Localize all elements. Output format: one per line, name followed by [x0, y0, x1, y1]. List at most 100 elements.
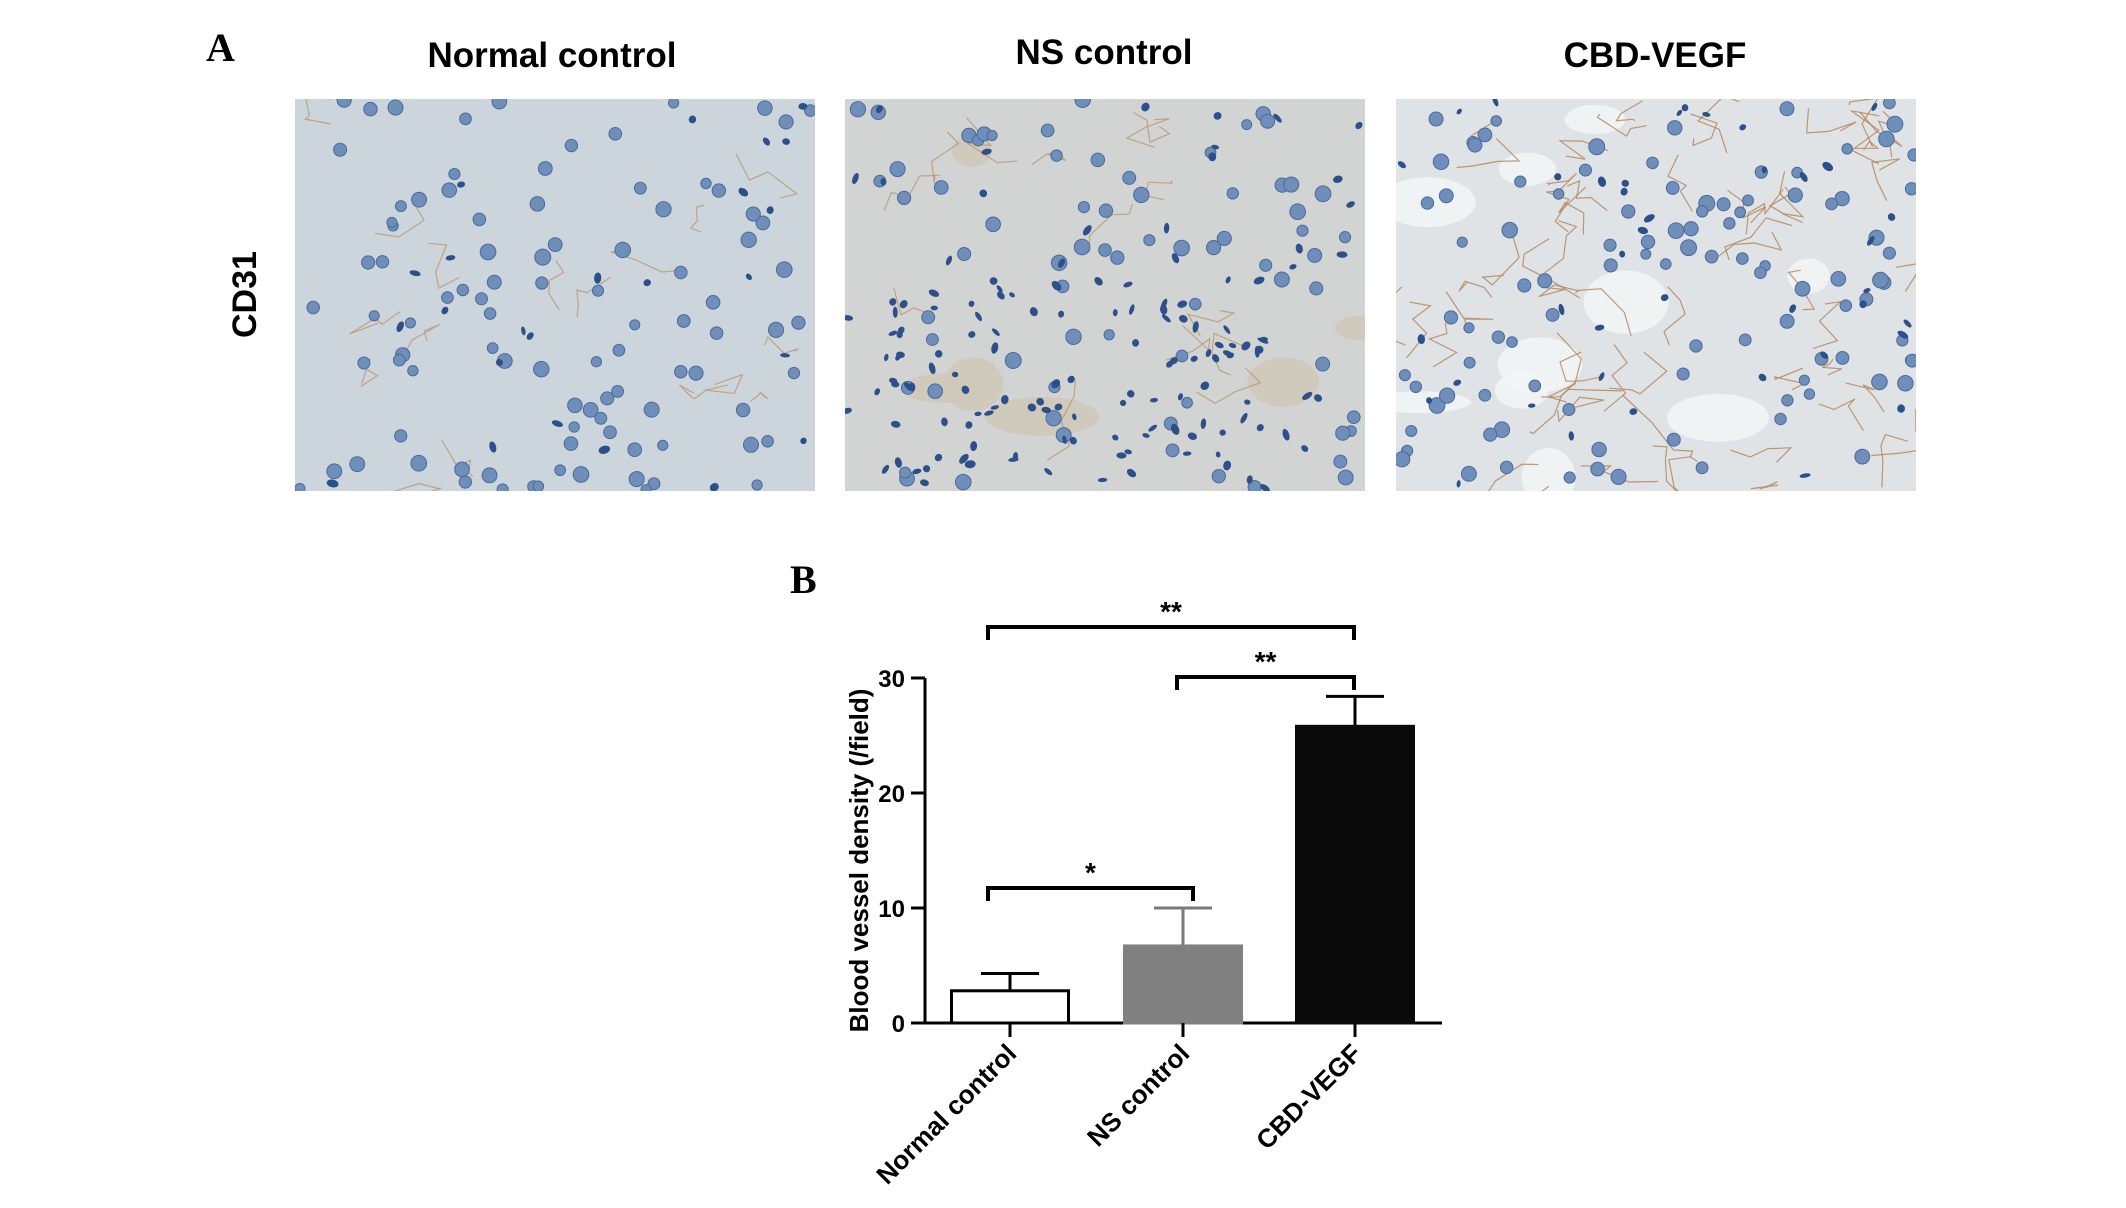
dark-nucleus	[1027, 403, 1037, 412]
nucleus	[628, 471, 645, 488]
nucleus	[295, 482, 306, 491]
y-tick-label: 10	[878, 896, 905, 923]
dark-nucleus	[1346, 201, 1355, 208]
vessel-stain	[1806, 108, 1857, 134]
dark-nucleus	[1241, 341, 1251, 351]
vessel-stain	[1144, 179, 1173, 201]
nucleus	[1603, 238, 1617, 252]
dark-nucleus	[1859, 300, 1867, 309]
dark-nucleus	[845, 407, 852, 414]
nucleus	[533, 360, 550, 378]
dark-nucleus	[1119, 399, 1127, 407]
nucleus	[456, 283, 470, 297]
nucleus	[1483, 427, 1498, 442]
nucleus	[1499, 460, 1514, 475]
nucleus	[410, 454, 428, 472]
y-tick-label: 20	[878, 781, 905, 808]
nucleus	[921, 310, 936, 325]
nucleus	[957, 246, 972, 262]
nucleus	[1289, 203, 1306, 221]
dark-nucleus	[1739, 124, 1747, 131]
nucleus	[1428, 111, 1444, 127]
vessel-stain	[1133, 112, 1171, 144]
nucleus	[612, 343, 626, 357]
dark-nucleus	[874, 388, 881, 396]
dark-nucleus	[1029, 307, 1038, 317]
dark-nucleus	[968, 331, 976, 338]
dark-nucleus	[1313, 394, 1323, 402]
nucleus	[1716, 197, 1731, 212]
vessel-stain	[441, 440, 474, 477]
dark-nucleus	[1897, 404, 1906, 413]
nucleus	[1839, 299, 1853, 312]
dark-nucleus	[968, 300, 975, 307]
nucleus	[441, 182, 458, 198]
nucleus	[1175, 349, 1189, 363]
tissue-patch	[1396, 177, 1476, 228]
dark-nucleus	[1554, 173, 1562, 181]
dark-nucleus	[1761, 166, 1767, 174]
dark-nucleus	[970, 441, 978, 452]
nucleus	[633, 181, 647, 195]
nucleus	[1665, 181, 1680, 195]
vessel-stain	[1615, 100, 1643, 122]
dark-nucleus	[1215, 451, 1221, 458]
nucleus	[1787, 187, 1803, 203]
dark-nucleus	[1062, 435, 1067, 444]
x-tick-label: Normal control	[870, 1038, 1022, 1190]
nucleus	[1428, 397, 1446, 414]
vessel-stain	[1603, 344, 1628, 412]
vessel-stain	[689, 204, 705, 233]
dark-nucleus	[881, 464, 890, 474]
dark-nucleus	[1205, 349, 1212, 358]
nucleus	[603, 425, 617, 440]
nucleus	[563, 436, 579, 451]
nucleus	[647, 477, 661, 491]
dark-nucleus	[1598, 372, 1605, 381]
nucleus	[925, 333, 939, 346]
y-tick-label: 30	[878, 666, 905, 693]
dark-nucleus	[1820, 351, 1829, 359]
dark-nucleus	[1620, 187, 1628, 196]
dark-nucleus	[1008, 457, 1019, 462]
nucleus	[1640, 234, 1656, 250]
nucleus	[1307, 247, 1323, 263]
nucleus	[1315, 356, 1331, 372]
vessel-stain	[1445, 291, 1494, 331]
dark-nucleus	[1067, 375, 1075, 384]
nucleus	[1074, 99, 1091, 109]
nucleus	[572, 466, 590, 483]
nucleus	[1405, 425, 1418, 438]
dark-nucleus	[1257, 337, 1269, 344]
nucleus	[486, 274, 502, 290]
dark-nucleus	[441, 306, 449, 315]
nucleus	[1882, 246, 1896, 260]
vessel-stain	[405, 323, 441, 352]
nucleus	[608, 126, 623, 141]
nucleus	[1883, 99, 1896, 110]
nucleus	[407, 365, 419, 377]
dark-nucleus	[934, 350, 943, 358]
significance-label: *	[1085, 857, 1096, 888]
nucleus	[1830, 271, 1847, 287]
dark-nucleus	[396, 321, 404, 333]
vessel-stain	[393, 482, 441, 491]
nucleus	[1335, 425, 1351, 441]
nucleus	[564, 138, 579, 153]
dark-nucleus	[981, 148, 992, 155]
nucleus	[745, 206, 761, 222]
dark-nucleus	[1112, 309, 1118, 317]
column-title-ns-control: NS control	[1015, 33, 1193, 72]
dark-nucleus	[928, 289, 940, 297]
micrograph-cbd-vegf	[1396, 99, 1916, 491]
dark-nucleus	[1132, 339, 1140, 347]
significance-label: **	[1255, 646, 1277, 677]
nucleus	[1420, 196, 1435, 210]
nucleus	[1506, 336, 1518, 348]
dark-nucleus	[766, 206, 774, 215]
dark-nucleus	[1009, 292, 1015, 298]
nucleus	[486, 342, 499, 354]
nucleus	[1545, 308, 1560, 322]
nucleus	[529, 196, 546, 212]
nucleus	[1621, 204, 1636, 219]
